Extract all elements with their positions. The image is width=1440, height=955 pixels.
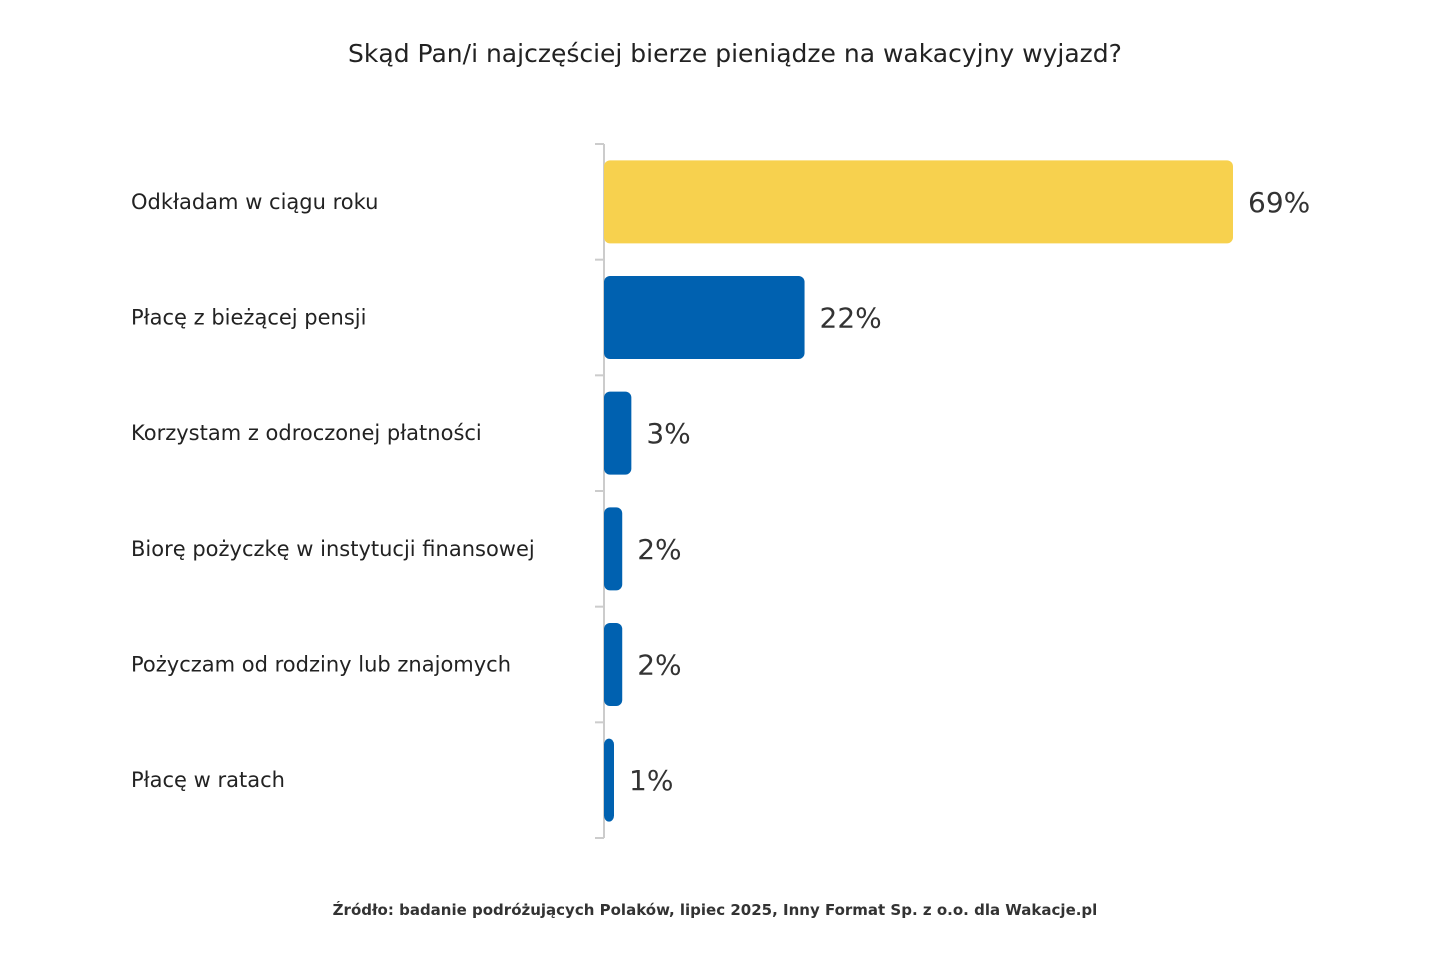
bar (604, 391, 632, 475)
category-label: Odkładam w ciągu roku (131, 190, 378, 214)
category-label: Korzystam z odroczonej płatności (131, 421, 482, 445)
category-label: Pożyczam od rodziny lub znajomych (131, 653, 511, 677)
value-label: 69% (1248, 186, 1310, 219)
category-label: Biorę pożyczkę w instytucji finansowej (131, 537, 535, 561)
value-label: 1% (629, 764, 673, 797)
category-label: Płacę w ratach (131, 768, 285, 792)
source-note: Źródło: badanie podróżujących Polaków, l… (333, 900, 1098, 919)
category-label: Płacę z bieżącej pensji (131, 306, 366, 330)
bars: Odkładam w ciągu roku 69% Płacę z bieżącej… (131, 160, 1310, 822)
y-axis (595, 143, 605, 839)
value-label: 3% (646, 417, 690, 450)
bar (604, 507, 623, 591)
bar (604, 276, 805, 359)
bar (604, 738, 614, 822)
value-label: 22% (820, 302, 882, 335)
chart-title: Skąd Pan/i najczęściej bierze pieniądze … (348, 39, 1122, 68)
value-label: 2% (637, 533, 681, 566)
bar (604, 160, 1233, 244)
value-label: 2% (637, 649, 681, 682)
bar (604, 623, 623, 706)
